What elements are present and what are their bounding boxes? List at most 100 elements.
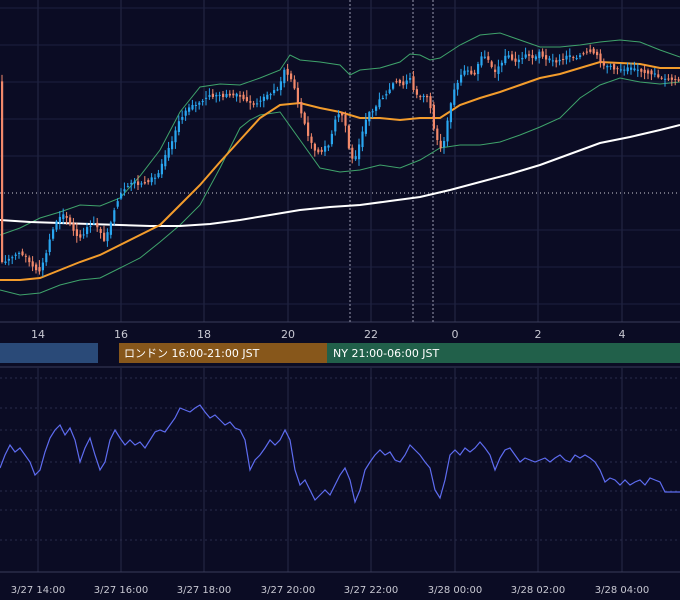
- candle-body: [18, 252, 21, 254]
- session-bar-london: [119, 343, 327, 363]
- candle-body: [579, 55, 582, 58]
- candle-body: [589, 49, 592, 52]
- osc-x-tick-label: 3/27 18:00: [177, 585, 231, 596]
- candle-body: [313, 143, 316, 151]
- candle-body: [177, 121, 180, 132]
- candle-body: [113, 210, 116, 222]
- candle-body: [470, 70, 473, 74]
- candle-body: [477, 64, 480, 74]
- candle-body: [215, 94, 218, 97]
- candle-body: [368, 112, 371, 122]
- candle-body: [296, 87, 299, 103]
- candle-body: [609, 65, 612, 67]
- candle-body: [524, 54, 527, 58]
- candle-body: [354, 156, 357, 160]
- candle-body: [378, 99, 381, 108]
- candle-body: [494, 69, 497, 72]
- candle-body: [283, 69, 286, 84]
- candle-body: [147, 180, 150, 183]
- candle-body: [545, 55, 548, 60]
- candle-body: [453, 89, 456, 105]
- candle-body: [198, 102, 201, 105]
- candle-body: [633, 68, 636, 71]
- candle-body: [38, 267, 41, 272]
- osc-x-tick-label: 3/27 22:00: [344, 585, 398, 596]
- candle-body: [31, 261, 34, 267]
- candle-body: [184, 110, 187, 116]
- candle-body: [650, 70, 653, 75]
- candle-body: [548, 58, 551, 61]
- candle-body: [310, 136, 313, 143]
- candle-body: [514, 58, 517, 62]
- candle-body: [358, 144, 361, 160]
- candle-body: [7, 258, 10, 261]
- candle-body: [21, 251, 24, 256]
- candle-body: [497, 66, 500, 74]
- candle-body: [48, 239, 51, 253]
- candle-body: [528, 54, 531, 56]
- candle-body: [1, 81, 4, 263]
- candle-body: [664, 78, 667, 80]
- candle-body: [52, 229, 55, 239]
- candle-body: [86, 227, 89, 234]
- candle-body: [290, 73, 293, 80]
- osc-x-tick-label: 3/27 20:00: [261, 585, 315, 596]
- candle-body: [164, 154, 167, 167]
- oscillator-x-axis: 3/27 14:00 3/27 16:00 3/27 18:00 3/27 20:00…: [11, 585, 649, 596]
- candle-body: [361, 131, 364, 148]
- candle-body: [422, 95, 425, 98]
- session-band: ロンドン 16:00-21:00 JST NY 21:00-06:00 JST: [0, 343, 680, 363]
- candle-body: [432, 104, 435, 129]
- candle-body: [483, 56, 486, 58]
- candle-body: [555, 60, 558, 63]
- candle-body: [602, 61, 605, 66]
- candle-body: [623, 69, 626, 71]
- candle-body: [24, 255, 27, 257]
- candle-body: [208, 95, 211, 97]
- candle-body: [58, 216, 61, 223]
- candle-body: [504, 55, 507, 64]
- candle-body: [293, 79, 296, 89]
- candle-body: [218, 94, 221, 96]
- session-label-ny: NY 21:00-06:00 JST: [333, 347, 440, 360]
- price-panel: 14 16 18 20 22 0 2 4: [0, 0, 680, 341]
- candle-body: [480, 56, 483, 66]
- candle-body: [35, 264, 38, 271]
- candle-body: [616, 68, 619, 70]
- candle-body: [415, 89, 418, 95]
- price-x-tick-label: 16: [114, 328, 128, 341]
- candle-body: [28, 257, 31, 263]
- candle-body: [276, 89, 279, 91]
- candle-body: [653, 73, 656, 75]
- candle-body: [256, 103, 259, 105]
- price-x-tick-label: 18: [197, 328, 211, 341]
- candle-body: [436, 128, 439, 141]
- price-x-tick-label: 20: [281, 328, 295, 341]
- candle-body: [191, 104, 194, 110]
- candle-body: [225, 93, 228, 97]
- candle-body: [143, 182, 146, 184]
- candle-body: [205, 97, 208, 99]
- candle-body: [636, 69, 639, 71]
- candle-body: [534, 56, 537, 60]
- candle-body: [103, 232, 106, 241]
- candle-body: [592, 48, 595, 54]
- candle-body: [667, 78, 670, 80]
- candle-body: [619, 69, 622, 71]
- candle-body: [405, 80, 408, 85]
- candle-body: [402, 81, 405, 86]
- candle-body: [300, 101, 303, 114]
- candle-body: [120, 193, 123, 199]
- candle-body: [72, 222, 75, 231]
- candle-body: [171, 141, 174, 150]
- candle-body: [575, 58, 578, 60]
- candle-body: [188, 107, 191, 112]
- price-grid: [0, 0, 680, 323]
- candle-body: [99, 228, 102, 233]
- candle-body: [674, 79, 677, 81]
- candle-body: [235, 93, 238, 97]
- candle-body: [279, 81, 282, 91]
- candle-body: [89, 225, 92, 227]
